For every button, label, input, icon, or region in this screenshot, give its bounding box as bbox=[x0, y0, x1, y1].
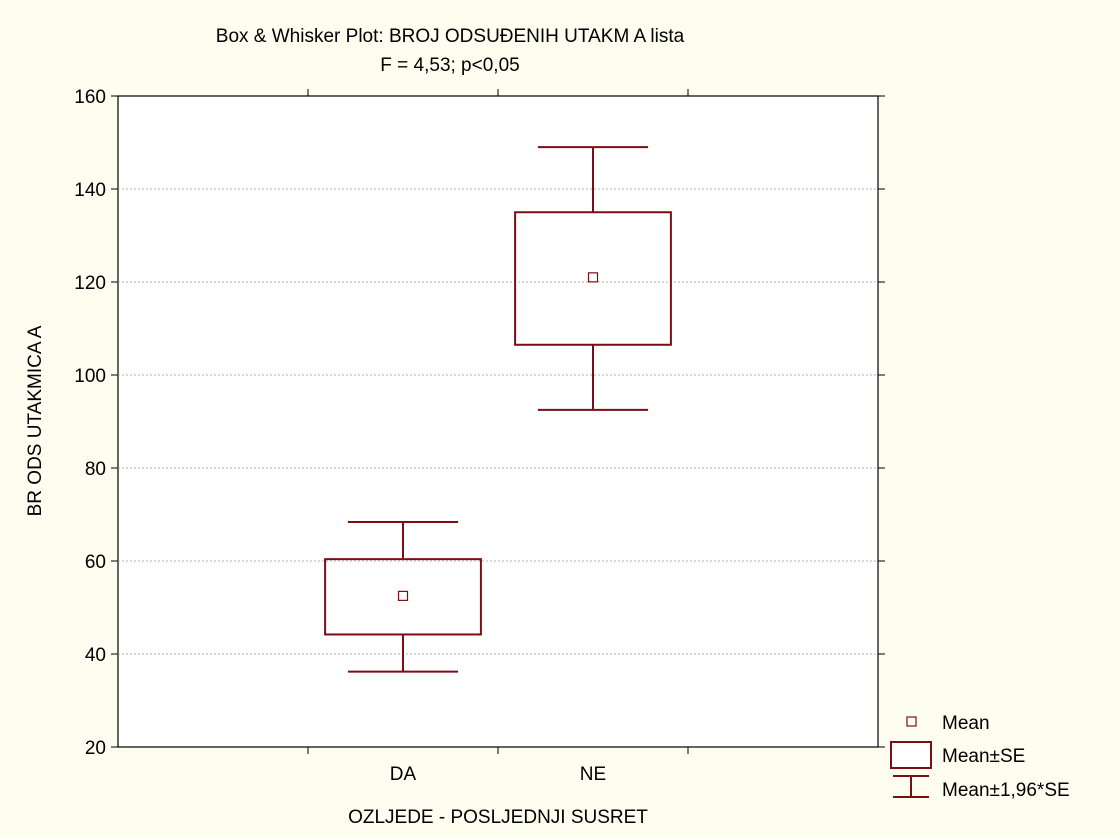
mean-marker bbox=[397, 590, 409, 601]
y-axis-title: BR ODS UTAKMICA A bbox=[25, 325, 46, 516]
se-box bbox=[514, 211, 672, 346]
legend-ci-marker bbox=[893, 775, 929, 798]
legend-se-marker bbox=[890, 741, 932, 769]
se-box bbox=[324, 558, 482, 636]
box-group-ne bbox=[514, 146, 672, 411]
legend-se-label: Mean±SE bbox=[942, 746, 1025, 767]
chart-title: Box & Whisker Plot: BROJ ODSUĐENIH UTAKM… bbox=[216, 26, 685, 47]
x-axis-title: OZLJEDE - POSLJEDNJI SUSRET bbox=[348, 807, 648, 828]
chart-subtitle: F = 4,53; p<0,05 bbox=[380, 55, 519, 76]
box-group-da bbox=[324, 520, 482, 673]
plot-area bbox=[117, 95, 879, 748]
legend-mean-label: Mean bbox=[942, 713, 990, 734]
mean-marker bbox=[587, 272, 599, 283]
x-tick-label: DA bbox=[390, 764, 417, 785]
x-axis-ticks: DA NE bbox=[307, 89, 689, 785]
grid-lines bbox=[118, 188, 878, 655]
y-tick-label: 20 bbox=[85, 738, 106, 759]
legend: Mean Mean±SE Mean±1,96*SE bbox=[890, 713, 1070, 801]
legend-mean-marker bbox=[906, 716, 917, 727]
y-tick-label: 60 bbox=[85, 552, 106, 573]
y-tick-label: 160 bbox=[74, 87, 106, 108]
y-tick-label: 100 bbox=[74, 366, 106, 387]
y-tick-label: 40 bbox=[85, 645, 106, 666]
y-tick-label: 140 bbox=[74, 180, 106, 201]
y-axis-ticks: 20 40 60 80 100 120 140 160 bbox=[74, 87, 885, 759]
x-tick-label: NE bbox=[580, 764, 606, 785]
y-tick-label: 80 bbox=[85, 459, 106, 480]
box-series bbox=[324, 146, 672, 673]
legend-ci-label: Mean±1,96*SE bbox=[942, 780, 1070, 801]
y-tick-label: 120 bbox=[74, 273, 106, 294]
